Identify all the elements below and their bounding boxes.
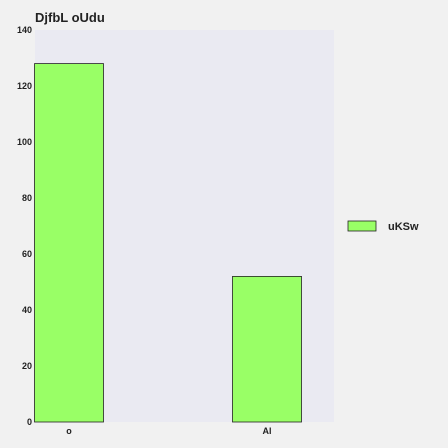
bars-group	[34, 63, 302, 423]
chart-title: DjfbL oUdu	[35, 10, 105, 25]
y-tick-label: 60	[22, 249, 32, 259]
legend-swatch	[347, 220, 377, 232]
y-tick-label: 20	[22, 361, 32, 371]
y-tick-label: 80	[22, 193, 32, 203]
legend-label: uKSw	[388, 221, 419, 233]
y-tick-label: 120	[17, 81, 32, 91]
bar-o	[34, 63, 104, 423]
y-tick-label: 100	[17, 137, 32, 147]
x-tick-label: Al	[263, 426, 272, 436]
y-tick-label: 40	[22, 305, 32, 315]
legend: uKSw	[347, 220, 419, 233]
x-tick-label: o	[66, 426, 72, 436]
bar-Al	[232, 275, 302, 423]
x-axis-ticks: o Al	[66, 426, 271, 436]
y-tick-label: 140	[17, 25, 32, 35]
y-tick-label: 0	[27, 417, 32, 427]
y-axis-ticks: 0 20 40 60 80 100 120 140	[17, 25, 32, 427]
